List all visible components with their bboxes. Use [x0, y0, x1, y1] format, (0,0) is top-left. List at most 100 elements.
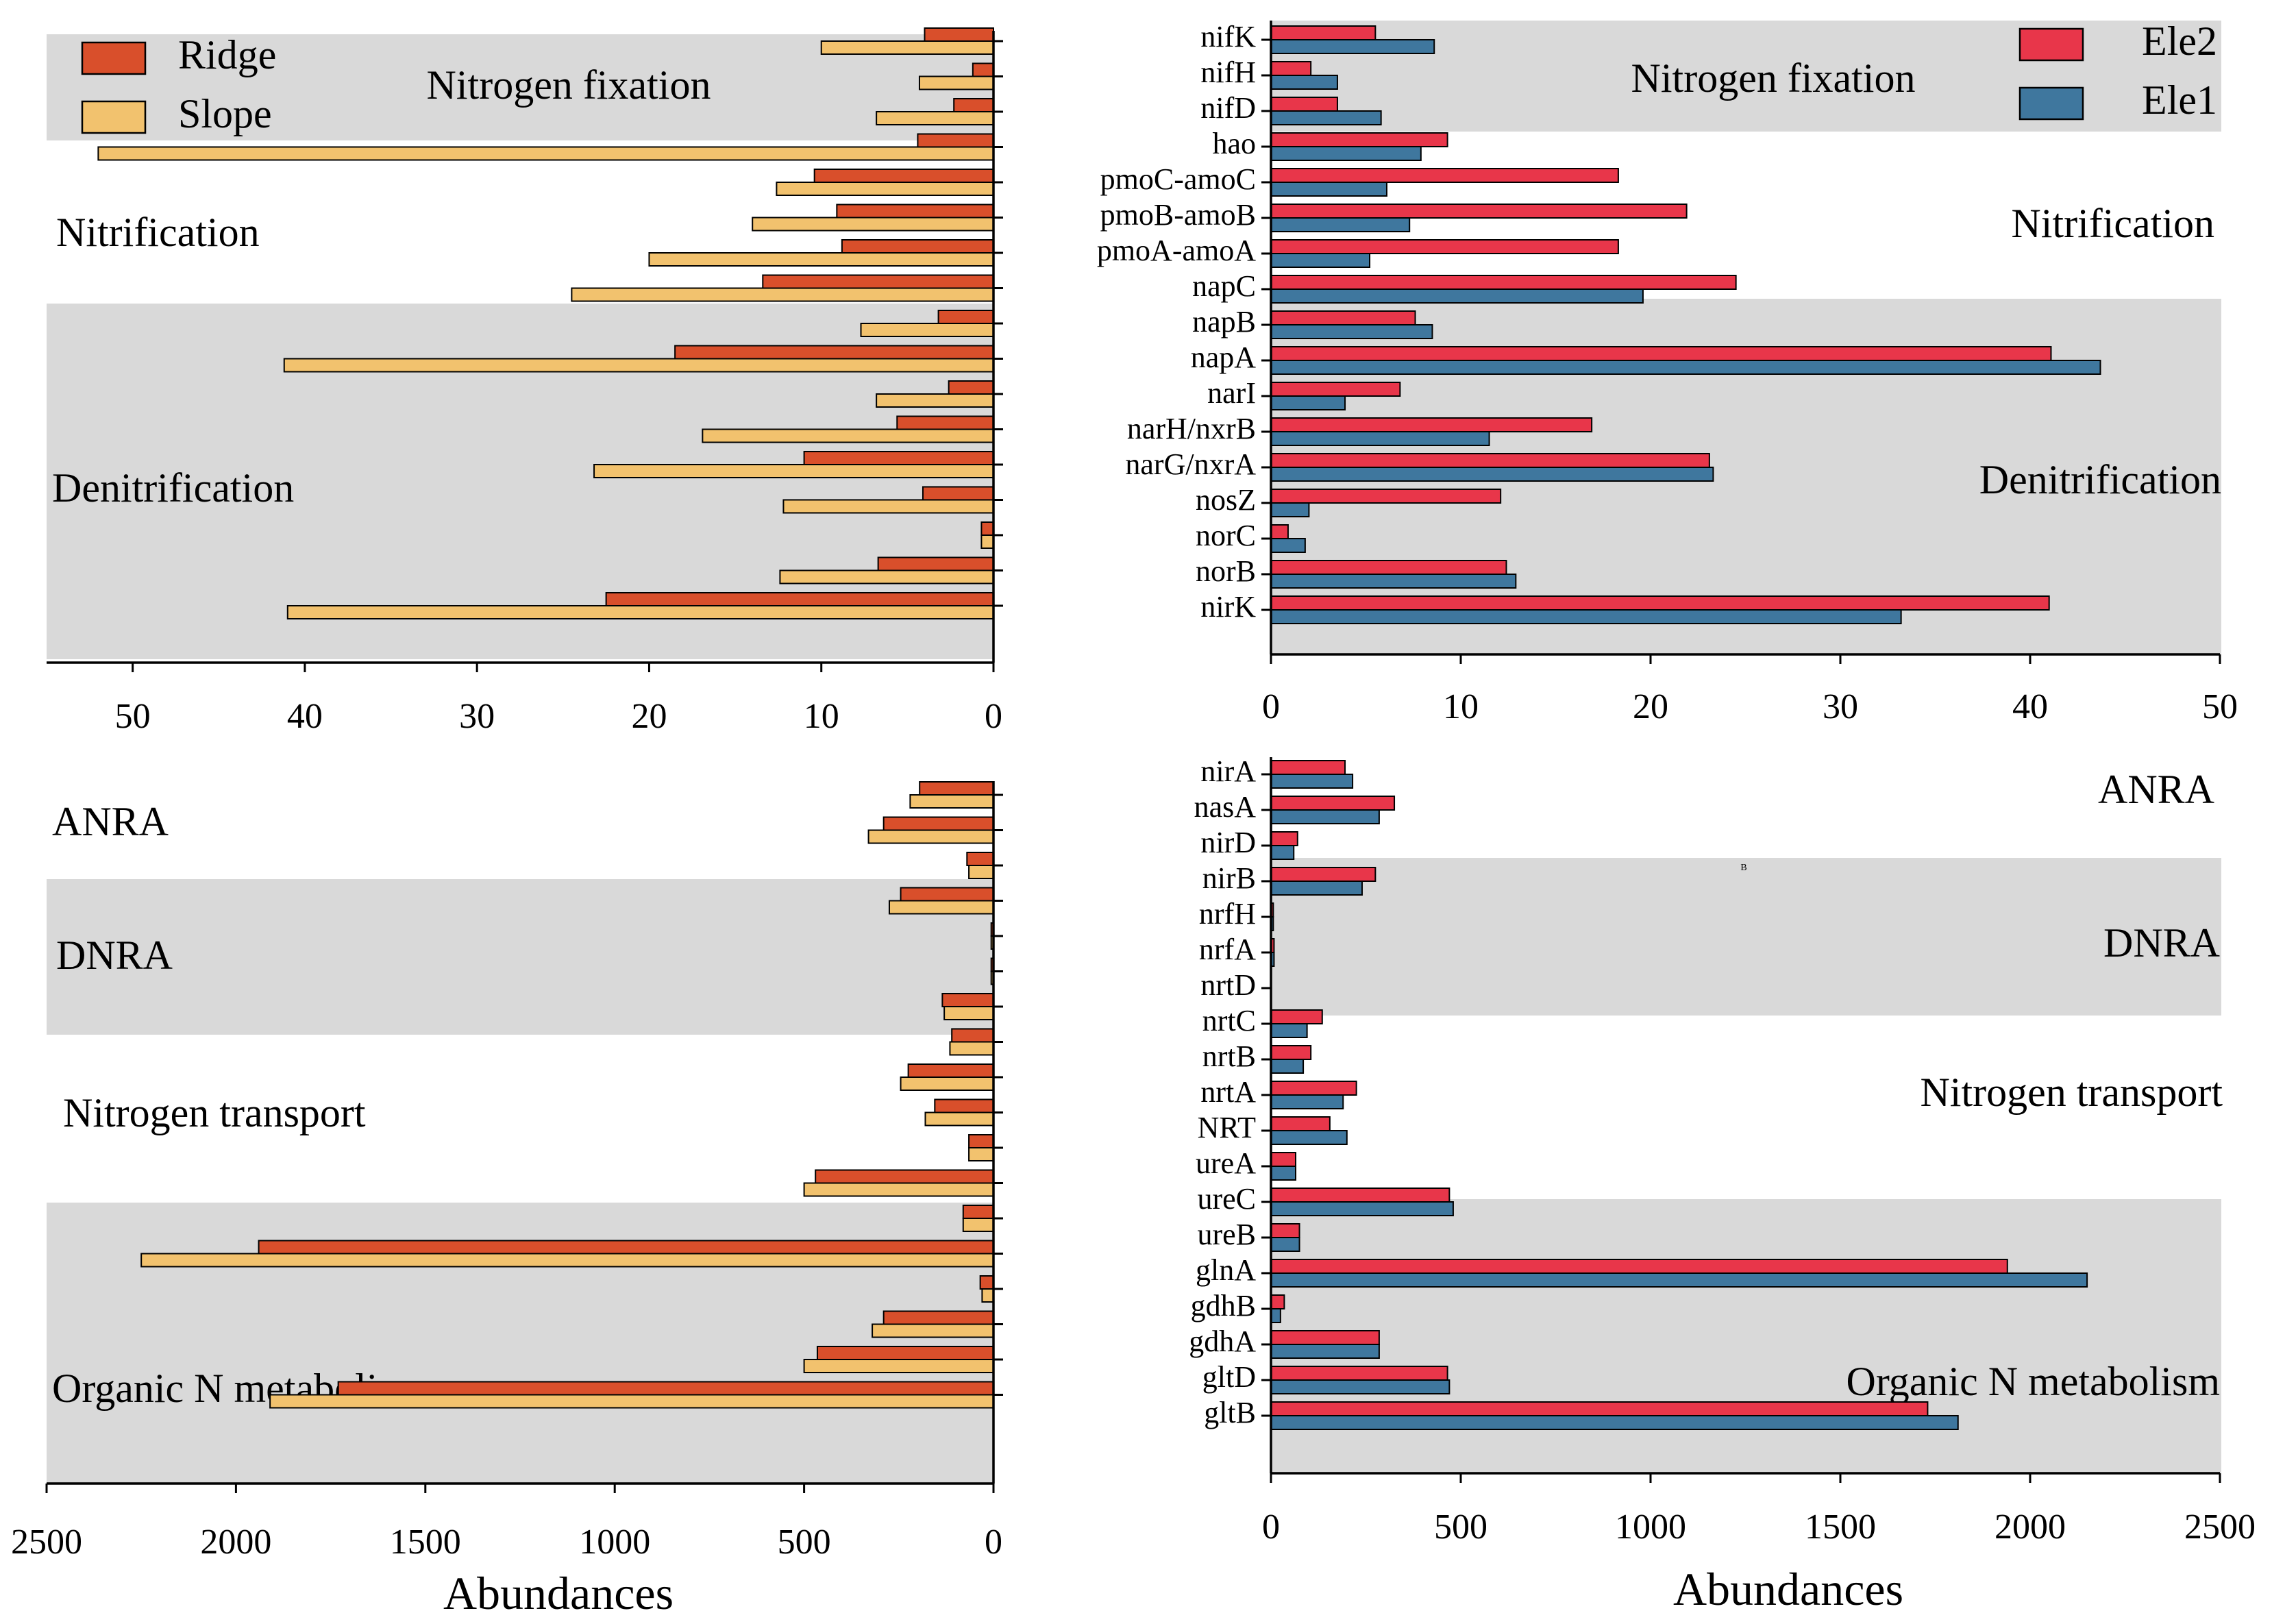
- bar-ridge: [816, 1346, 994, 1360]
- bar-ridge: [980, 521, 994, 536]
- bar-ele2: [1270, 1009, 1323, 1024]
- group-label: Organic N metabolism: [1847, 1359, 2220, 1404]
- y-tick-label: glnA: [1196, 1253, 1256, 1287]
- legend-label-ele2: Ele2: [2142, 19, 2217, 64]
- x-tick-label: 1000: [579, 1523, 650, 1562]
- group-band: [1271, 858, 2221, 1016]
- bar-ele1: [1270, 809, 1380, 824]
- y-tick-label: nrfH: [1199, 897, 1256, 931]
- bar-slope: [962, 1218, 994, 1232]
- bar-ele1: [1270, 1237, 1300, 1252]
- bar-slope: [876, 393, 994, 408]
- y-tick-label: nirA: [1200, 754, 1256, 788]
- bar-ele1: [1270, 288, 1644, 304]
- x-tick-label: 500: [778, 1523, 831, 1562]
- bar-ele1: [1270, 609, 1902, 624]
- bar-ele1: [1270, 1344, 1380, 1359]
- bar-ridge: [922, 486, 994, 501]
- bar-ele2: [1270, 275, 1737, 290]
- bar-ridge: [934, 1098, 995, 1114]
- legend-swatch-ele2: [2018, 27, 2084, 62]
- x-tick-label: 1500: [390, 1523, 461, 1562]
- bar-slope: [776, 182, 994, 196]
- y-tick-label: ureC: [1197, 1182, 1256, 1216]
- bar-ele1: [1270, 110, 1382, 125]
- y-tick-label: nifD: [1200, 91, 1256, 125]
- bar-ridge: [896, 415, 994, 430]
- bar-ridge: [966, 852, 994, 866]
- bar-ridge: [841, 239, 994, 254]
- x-tick-label: 40: [2012, 687, 2048, 726]
- y-tick-label: nifH: [1200, 56, 1256, 89]
- x-tick-label: 30: [459, 697, 495, 736]
- x-tick-label: 10: [1443, 687, 1479, 726]
- bar-ele2: [1270, 560, 1507, 575]
- bar-slope: [648, 252, 994, 267]
- x-tick-label: 40: [287, 697, 323, 736]
- bar-slope: [968, 865, 994, 879]
- bar-ele1: [1270, 217, 1411, 232]
- bar-slope: [980, 534, 994, 549]
- bar-ele2: [1270, 796, 1396, 811]
- bar-ridge: [836, 204, 994, 219]
- bar-ele1: [1270, 182, 1387, 197]
- bar-ele1: [1270, 146, 1422, 161]
- bar-ele2: [1270, 760, 1346, 775]
- bar-ele2: [1270, 168, 1619, 183]
- bar-ele1: [1270, 1130, 1348, 1145]
- bar-ridge: [337, 1381, 994, 1396]
- x-axis-title-bottom-right: Abundances: [1673, 1563, 1903, 1615]
- y-tick-label: narG/nxrA: [1125, 447, 1256, 481]
- y-tick-label: narH/nxrB: [1127, 412, 1256, 445]
- bar-ele1: [1270, 845, 1295, 860]
- bar-ele1: [1270, 431, 1490, 446]
- bar-slope: [752, 217, 994, 232]
- bar-ele2: [1270, 1081, 1357, 1096]
- x-tick-label: 20: [1633, 687, 1668, 726]
- bar-ele2: [1270, 489, 1502, 504]
- y-tick-label: napB: [1192, 305, 1256, 339]
- bar-ridge: [882, 816, 994, 831]
- bar-ridge: [907, 1063, 994, 1078]
- group-label: ANRA: [52, 799, 169, 844]
- bar-ele1: [1270, 1201, 1454, 1216]
- y-tick-label: nrtB: [1202, 1039, 1256, 1073]
- bar-slope: [803, 1182, 994, 1197]
- y-tick-label: nrtA: [1200, 1075, 1256, 1109]
- bar-ridge: [979, 1275, 994, 1290]
- bar-ele2: [1270, 453, 1710, 468]
- bar-slope: [900, 1076, 994, 1091]
- x-tick-label: 50: [115, 697, 151, 736]
- bar-slope: [918, 75, 995, 90]
- group-label: Nitrogen fixation: [1631, 56, 1916, 101]
- panel-bottom-right: ANRA DNRA Nitrogen transport Organic N meta…: [1189, 754, 2256, 1547]
- bar-ridge: [917, 133, 994, 148]
- x-tick-label: 50: [2202, 687, 2238, 726]
- y-tick-label: gdhA: [1189, 1325, 1256, 1358]
- bar-ele2: [1270, 867, 1376, 882]
- y-tick-label: nosZ: [1196, 483, 1256, 517]
- x-axis-title-bottom-left: Abundances: [443, 1567, 674, 1619]
- panel-top-left: Nitrogen fixation Nitrification Denitrific…: [47, 27, 1003, 736]
- bar-slope: [981, 1288, 995, 1303]
- bar-ele2: [1270, 524, 1289, 539]
- bar-ele2: [1270, 1223, 1300, 1238]
- bar-slope: [779, 569, 995, 585]
- bar-ele1: [1270, 360, 2101, 375]
- bar-ridge: [882, 1310, 994, 1325]
- bar-slope: [803, 1359, 994, 1373]
- bar-ridge: [948, 380, 994, 395]
- bar-ridge: [813, 169, 995, 183]
- bar-ele1: [1270, 574, 1517, 589]
- bar-ridge: [919, 781, 994, 796]
- bar-slope: [860, 323, 995, 337]
- y-tick-label: napC: [1192, 269, 1256, 303]
- y-tick-label: nrtD: [1200, 968, 1256, 1002]
- bar-ele1: [1270, 1023, 1308, 1038]
- bar-ridge: [972, 62, 995, 77]
- bar-ridge: [674, 345, 994, 360]
- bar-ele1: [1270, 253, 1371, 268]
- y-tick-label: norC: [1196, 519, 1256, 552]
- bar-ele2: [1270, 346, 2052, 361]
- x-tick-label: 20: [631, 697, 667, 736]
